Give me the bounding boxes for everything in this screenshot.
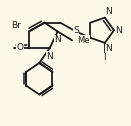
Text: N: N (46, 52, 53, 61)
Text: N: N (105, 7, 112, 16)
Text: O: O (17, 43, 24, 52)
Text: I: I (103, 53, 106, 62)
Text: N: N (54, 35, 61, 44)
Text: S: S (73, 26, 79, 35)
Text: Me: Me (77, 36, 90, 45)
Text: Br: Br (11, 21, 21, 30)
Text: N: N (105, 44, 112, 53)
Text: N: N (115, 26, 122, 35)
